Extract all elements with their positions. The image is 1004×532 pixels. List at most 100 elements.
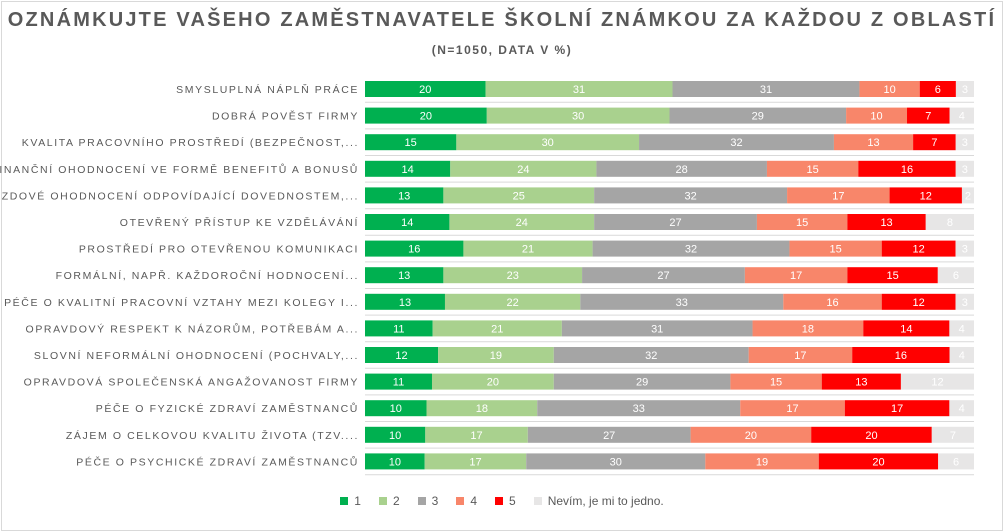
data-label: 24 [516,217,528,229]
data-label: 16 [895,350,907,362]
legend-item: Nevím, je mi to jedno. [533,494,664,508]
bar-segment [925,214,974,230]
data-label: 12 [931,377,943,389]
legend-label: 2 [392,494,400,508]
bar-segment [463,240,593,257]
bar-segment [431,373,554,390]
bar-segment [582,267,745,284]
data-label: 16 [408,244,420,256]
chart-subtitle: (N=1050, DATA V %) [431,43,573,57]
data-label: 20 [865,430,877,442]
bar-segment [365,373,432,390]
legend-label: 3 [431,494,439,508]
data-label: 14 [401,217,413,229]
bar-segment [365,293,445,310]
data-label: 3 [962,164,968,176]
data-label: 20 [745,430,757,442]
bar-segment [444,293,581,310]
data-label: 13 [867,137,879,149]
bar-segment [561,320,753,337]
bar-segment [783,293,882,310]
data-label: 3 [962,137,968,149]
data-label: 6 [953,270,959,282]
data-label: 3 [962,244,968,256]
legend-swatch [533,497,542,505]
bar-segment [858,160,956,177]
data-label: 20 [487,377,499,389]
bar-segment [365,134,457,151]
bar-segment [553,373,731,390]
category-label: PÉČE O FYZICKÉ ZDRAVÍ ZAMĚSTNANCŮ [96,402,359,415]
bar-segment [450,160,597,177]
bar-segment [859,81,920,97]
bar-segment [365,240,464,257]
data-label: 17 [790,270,802,282]
legend-swatch [378,497,387,505]
bar-segment [744,267,848,284]
bar-segment [553,347,749,363]
data-label: 6 [935,84,941,96]
legend-swatch [417,497,426,505]
data-label: 15 [806,164,818,176]
legend-swatch [340,497,349,505]
bar-segment [818,453,939,470]
data-label: 7 [950,430,956,442]
bar-segment [426,400,538,417]
category-label: KVALITA PRACOVNÍHO PROSTŘEDÍ (BEZPEČNOST… [22,136,359,149]
data-label: 17 [794,350,806,362]
data-label: 33 [633,403,645,415]
category-label: MZDOVÉ OHODNOCENÍ ODPOVÍDAJÍCÍ DOVEDNOST… [0,189,359,202]
bar-segment [456,134,640,151]
data-label: 17 [891,403,903,415]
bar-segment [847,214,926,230]
bar-segment [949,107,974,124]
legend-swatch [495,497,503,505]
data-label: 14 [900,323,912,335]
legend-label: Nevím, je mi to jedno. [547,494,664,508]
category-label: PROSTŘEDÍ PRO OTEVŘENOU KOMUNIKACI [79,243,359,256]
data-label: 4 [959,403,965,415]
data-label: 32 [730,137,742,149]
legend-label: 5 [509,494,516,508]
data-label: 31 [760,84,772,96]
bar-segment [881,240,956,257]
data-label: 29 [636,377,648,389]
category-label: FORMÁLNÍ, NAPŘ. KAŽDOROČNÍ HODNOCENÍ... [56,269,359,282]
data-label: 10 [390,403,402,415]
bar-segment [938,453,974,470]
bar-segment [438,347,554,363]
data-label: 15 [829,244,841,256]
category-label: SLOVNÍ NEFORMÁLNÍ OHODNOCENÍ (POCHVALY,.… [34,349,359,362]
data-label: 33 [676,297,688,309]
bar-segment [594,214,757,230]
data-label: 32 [645,350,657,362]
data-label: 3 [962,297,968,309]
data-label: 6 [953,456,959,468]
data-label: 19 [756,456,768,468]
bar-segment [365,160,451,177]
bar-segment [955,81,974,97]
legend-item: 2 [378,494,400,508]
bar-segment [961,187,974,204]
data-label: 17 [832,190,844,202]
data-label: 13 [398,270,410,282]
category-label: OTEVŘENÝ PŘÍSTUP KE VZDĚLÁVÁNÍ [120,216,359,229]
data-label: 21 [522,244,534,256]
bar-segment [881,293,956,310]
category-label: FINANČNÍ OHODNOCENÍ VE FORMĚ BENEFITŮ A … [0,163,359,176]
bar-segment [449,214,595,230]
data-label: 17 [470,430,482,442]
bar-segment [527,426,691,443]
category-label: DOBRÁ POVĚST FIRMY [212,110,359,123]
data-label: 10 [389,430,401,442]
bar-segment [787,187,890,204]
bar-segment [443,267,583,284]
data-label: 17 [786,403,798,415]
bar-segment [432,320,562,337]
legend-item: 1 [340,494,361,508]
bar-segment [365,453,425,470]
bar-segment [592,240,790,257]
legend-swatch [456,497,465,505]
bar-segment [486,107,670,124]
bar-segment [931,426,974,443]
